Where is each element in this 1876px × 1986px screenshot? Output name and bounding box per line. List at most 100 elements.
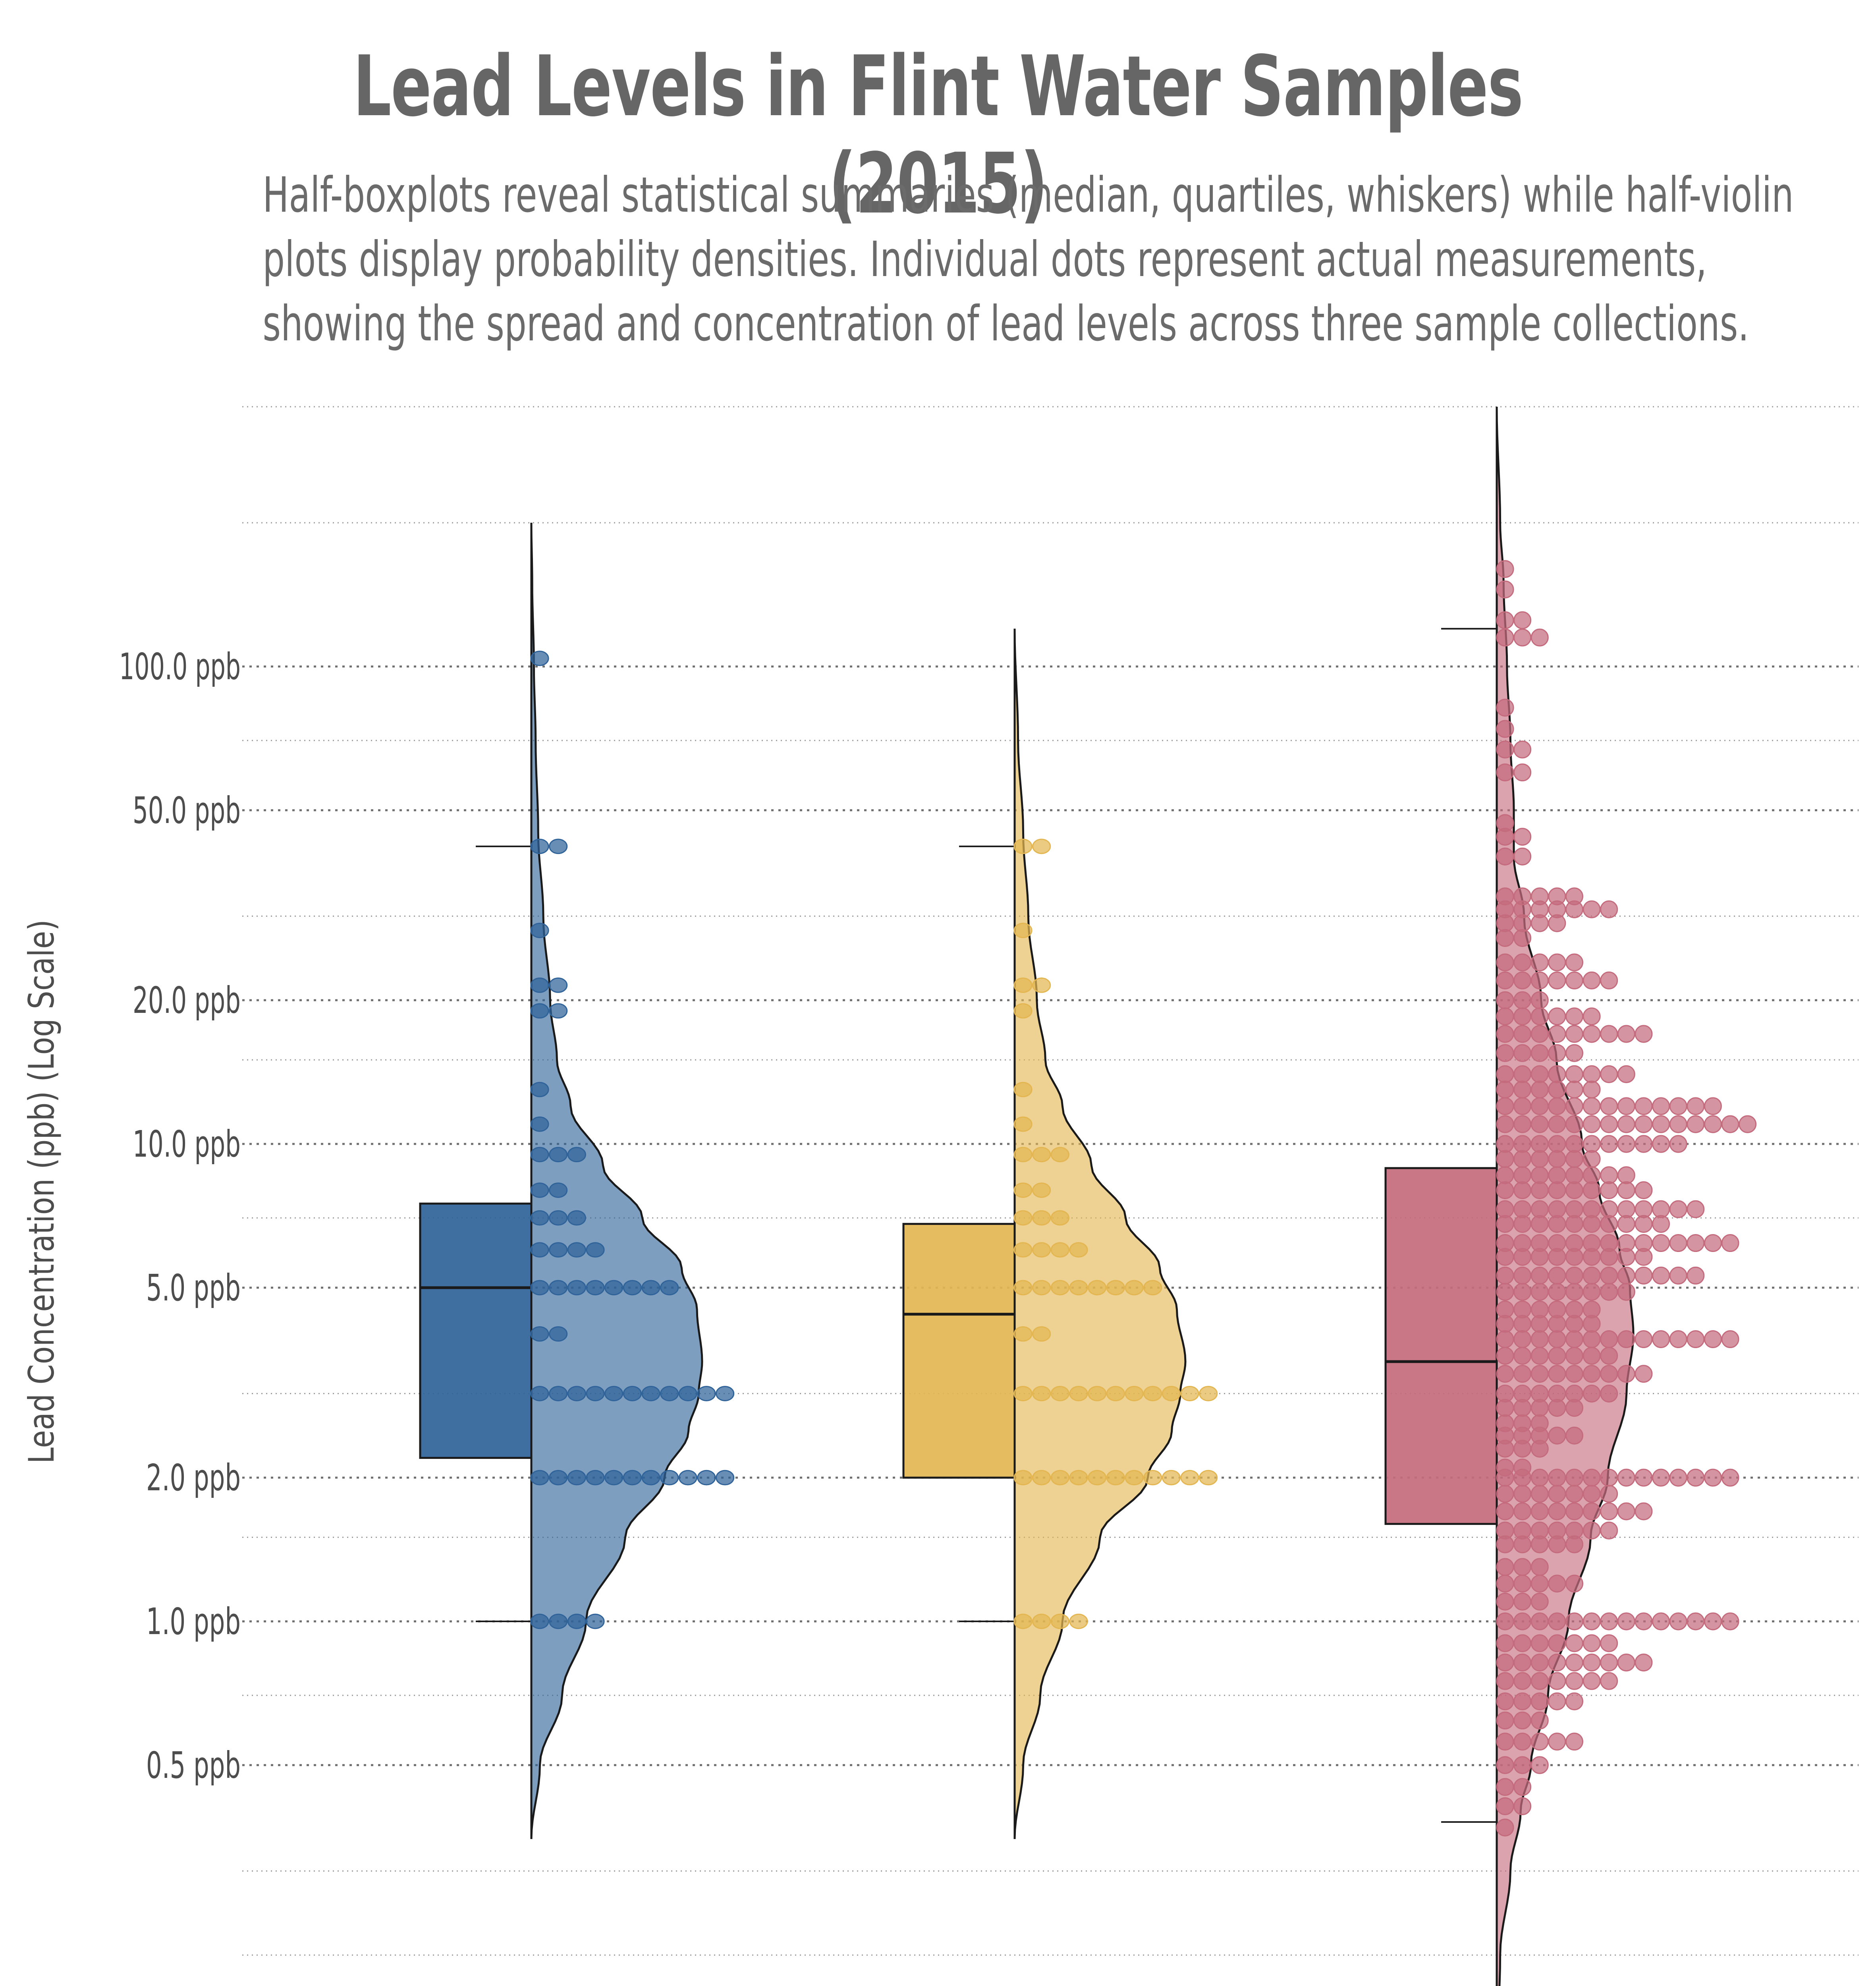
data-point — [530, 1326, 549, 1342]
data-point — [1496, 1347, 1514, 1365]
data-point — [1617, 1097, 1635, 1115]
data-point — [1548, 1044, 1566, 1062]
data-point — [1032, 978, 1051, 993]
data-point — [1513, 1778, 1532, 1796]
data-point — [1513, 1692, 1532, 1710]
data-point — [1565, 1468, 1583, 1487]
data-point — [1739, 1115, 1757, 1133]
data-point — [1496, 1818, 1514, 1837]
data-point — [549, 1003, 568, 1019]
data-point — [1583, 1065, 1601, 1083]
data-point — [1635, 1654, 1653, 1672]
data-point — [1496, 720, 1514, 738]
data-point — [549, 1210, 568, 1226]
data-point — [1513, 1485, 1532, 1503]
data-point — [1583, 1521, 1601, 1540]
data-point — [567, 1470, 586, 1486]
data-point — [1496, 699, 1514, 717]
box — [1384, 1167, 1498, 1525]
data-point — [1531, 1044, 1549, 1062]
data-point — [1669, 1266, 1687, 1285]
data-point — [1617, 1266, 1635, 1285]
data-point — [660, 1386, 679, 1401]
data-point — [1600, 1166, 1618, 1184]
data-point — [1513, 1535, 1532, 1553]
data-point — [1565, 1672, 1583, 1690]
data-point — [1721, 1612, 1739, 1631]
data-point — [1013, 1003, 1033, 1019]
data-point — [1496, 1065, 1514, 1083]
data-point — [1531, 1733, 1549, 1751]
data-point — [1013, 838, 1033, 854]
data-point — [1531, 1266, 1549, 1285]
data-point — [1531, 1115, 1549, 1133]
data-point — [1496, 1399, 1514, 1417]
data-point — [1687, 1330, 1705, 1348]
box — [419, 1202, 533, 1459]
data-point — [1565, 1215, 1583, 1233]
data-point — [1565, 1399, 1583, 1417]
data-point — [549, 1326, 568, 1342]
data-point — [660, 1280, 679, 1296]
data-point — [1548, 1692, 1566, 1710]
data-point — [1496, 1330, 1514, 1348]
data-point — [1496, 611, 1514, 630]
data-point — [1600, 1672, 1618, 1690]
data-point — [1496, 1592, 1514, 1611]
data-point — [549, 1280, 568, 1296]
data-point — [1013, 1280, 1033, 1296]
data-point — [1548, 1166, 1566, 1184]
data-point — [1513, 1575, 1532, 1593]
data-point — [549, 838, 568, 854]
data-point — [1669, 1330, 1687, 1348]
data-point — [567, 1386, 586, 1401]
data-point — [1513, 1065, 1532, 1083]
data-point — [1013, 1326, 1033, 1342]
data-point — [1565, 1181, 1583, 1199]
data-point — [1565, 1080, 1583, 1099]
data-point — [1565, 1426, 1583, 1445]
data-point — [1600, 1347, 1618, 1365]
data-point — [1600, 1215, 1618, 1233]
data-point — [549, 1613, 568, 1629]
data-point — [1032, 1242, 1051, 1258]
data-point — [1565, 1365, 1583, 1383]
data-point — [1652, 1215, 1670, 1233]
data-point — [1496, 1365, 1514, 1383]
data-point — [1513, 1347, 1532, 1365]
data-point — [641, 1280, 660, 1296]
subtitle-line: plots display probability densities. Ind… — [262, 231, 1707, 288]
data-point — [1162, 1470, 1181, 1486]
data-point — [1669, 1097, 1687, 1115]
data-point — [549, 1147, 568, 1163]
data-point — [567, 1280, 586, 1296]
data-point — [1669, 1115, 1687, 1133]
data-point — [1513, 1365, 1532, 1383]
data-point — [1050, 1280, 1069, 1296]
data-point — [1565, 1575, 1583, 1593]
data-point — [660, 1470, 679, 1486]
data-point — [1531, 1612, 1549, 1631]
y-tick-label: 1.0 ppb — [146, 1600, 241, 1643]
data-point — [1032, 1210, 1051, 1226]
data-point — [1548, 1065, 1566, 1083]
data-point — [1548, 1575, 1566, 1593]
data-point — [1548, 1007, 1566, 1026]
data-point — [1583, 1166, 1601, 1184]
data-point — [1687, 1612, 1705, 1631]
data-point — [1600, 1468, 1618, 1487]
data-point — [549, 1470, 568, 1486]
data-point — [1513, 1592, 1532, 1611]
data-point — [1496, 1248, 1514, 1266]
data-point — [530, 1242, 549, 1258]
data-point — [1548, 1135, 1566, 1153]
data-point — [1496, 1733, 1514, 1751]
data-point — [1635, 1365, 1653, 1383]
data-point — [1583, 1315, 1601, 1333]
data-point — [1513, 628, 1532, 647]
data-point — [1496, 914, 1514, 932]
data-point — [1548, 1215, 1566, 1233]
data-point — [586, 1613, 605, 1629]
data-point — [1125, 1386, 1144, 1401]
data-point — [1583, 1266, 1601, 1285]
